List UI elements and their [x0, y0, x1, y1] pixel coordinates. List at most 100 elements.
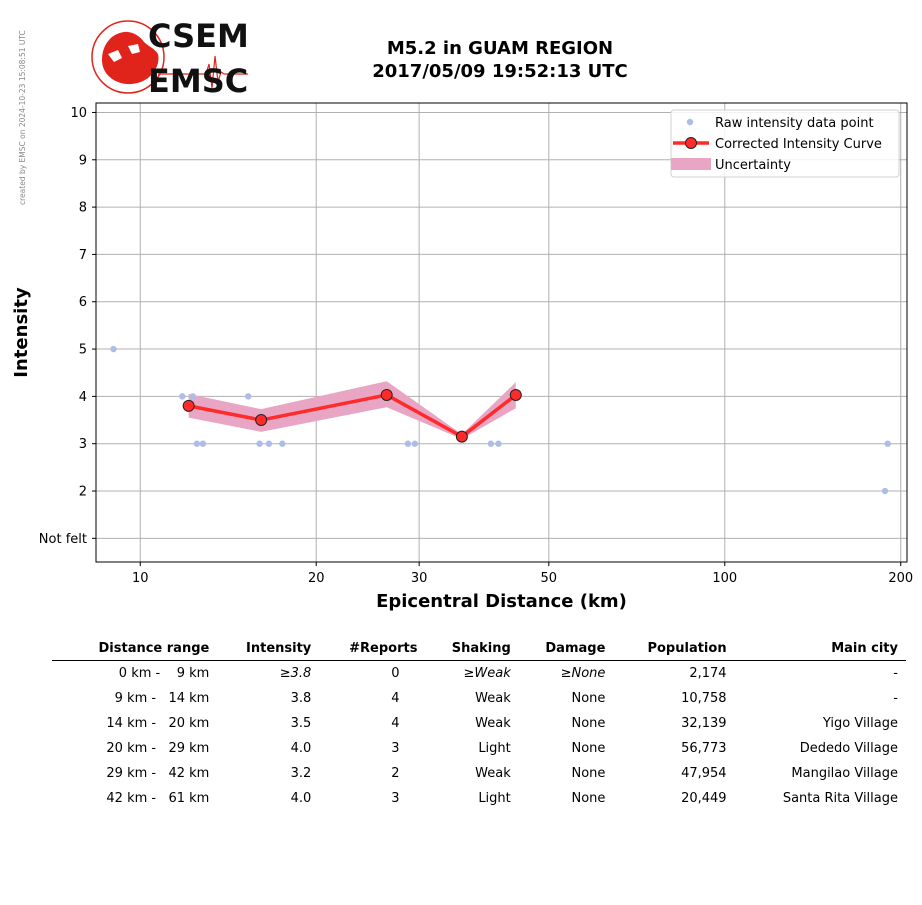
cell-intensity: 3.8	[290, 691, 312, 706]
cell-reports: 4	[391, 716, 400, 731]
cell-population: 20,449	[681, 791, 727, 806]
header-shaking: Shaking	[425, 638, 519, 661]
header-damage: Damage	[518, 638, 614, 661]
cell-city: Santa Rita Village	[782, 791, 898, 806]
intensity-chart: 10 20 30 50 100 200 Not felt 2 3 4 5 6 7 8 9 10 Epicentr…	[11, 102, 913, 612]
x-tick-label: 30	[411, 571, 428, 586]
raw-data-point	[279, 440, 286, 447]
cell-city: Mangilao Village	[791, 766, 898, 781]
x-tick-label: 50	[541, 571, 558, 586]
corrected-intensity-point	[509, 388, 522, 401]
cell-shaking: Light	[478, 741, 511, 756]
cell-damage: None	[571, 691, 606, 706]
cell-distance: 29 km - 42 km	[106, 766, 210, 781]
cell-city: -	[893, 666, 898, 681]
plot-frame	[95, 102, 908, 563]
y-axis-label: Intensity	[11, 287, 32, 378]
legend-curve-marker	[685, 137, 697, 149]
raw-data-point	[189, 393, 197, 400]
logo-text-line1: CSEM	[148, 17, 249, 55]
chart-title-line2: 2017/05/09 19:52:13 UTC	[372, 61, 628, 82]
legend-uncertainty-swatch	[671, 158, 711, 170]
y-tick-label: 5	[79, 343, 87, 358]
cell-city: Dededo Village	[799, 741, 898, 756]
table-row: 20 km - 29 km 4.0 3 Light None 56,773 De…	[52, 736, 906, 761]
cell-population: 32,139	[681, 716, 727, 731]
table-header-row: Distance range Intensity #Reports Shakin…	[52, 638, 906, 661]
raw-data-point	[245, 393, 252, 400]
table-row: 42 km - 61 km 4.0 3 Light None 20,449 Sa…	[52, 786, 906, 811]
raw-data-point	[884, 440, 891, 447]
raw-data-point	[265, 440, 273, 447]
cell-distance: 42 km - 61 km	[106, 791, 210, 806]
cell-damage: ≥None	[560, 666, 606, 681]
raw-data-point	[193, 440, 201, 447]
cell-damage: None	[571, 741, 606, 756]
cell-shaking: Weak	[475, 716, 511, 731]
legend-raw-marker	[686, 118, 694, 126]
x-tick-label: 200	[888, 571, 913, 586]
cell-shaking: Light	[478, 791, 511, 806]
legend-raw-label: Raw intensity data point	[715, 116, 874, 131]
intensity-summary-table: Distance range Intensity #Reports Shakin…	[52, 638, 906, 811]
globe-icon	[91, 20, 165, 94]
y-tick-label: 10	[70, 106, 87, 121]
raw-data-point	[881, 487, 889, 495]
cell-distance: 9 km - 14 km	[114, 691, 210, 706]
y-tick-label: 6	[79, 295, 87, 310]
raw-data-point	[411, 440, 419, 447]
header-population: Population	[613, 638, 735, 661]
cell-reports: 3	[391, 741, 400, 756]
y-tick-label: Not felt	[39, 532, 87, 547]
raw-data-point	[199, 440, 207, 447]
y-tick-label: 2	[79, 485, 87, 500]
chart-title-line1: M5.2 in GUAM REGION	[386, 38, 614, 59]
header-distance-range: Distance range	[52, 638, 218, 661]
seismogram-icon	[158, 55, 248, 89]
corrected-intensity-point	[455, 430, 468, 443]
table-row: 29 km - 42 km 3.2 2 Weak None 47,954 Man…	[52, 761, 906, 786]
cell-shaking: ≥Weak	[463, 666, 511, 681]
cell-population: 47,954	[681, 766, 727, 781]
header-main-city: Main city	[734, 638, 906, 661]
legend-curve-label: Corrected Intensity Curve	[715, 137, 882, 152]
legend-uncertainty-label: Uncertainty	[715, 158, 791, 173]
cell-damage: None	[571, 766, 606, 781]
cell-intensity: 3.2	[290, 766, 312, 781]
header-reports: #Reports	[319, 638, 426, 661]
cell-intensity: 3.5	[290, 716, 312, 731]
raw-data-point	[495, 440, 502, 447]
raw-data-point	[487, 440, 495, 447]
x-tick-label: 20	[308, 571, 325, 586]
cell-reports: 0	[391, 666, 400, 681]
cell-damage: None	[571, 716, 606, 731]
cell-distance: 14 km - 20 km	[106, 716, 210, 731]
europe-map-icon	[102, 31, 159, 85]
cell-distance: 20 km - 29 km	[106, 741, 210, 756]
corrected-intensity-point	[380, 388, 393, 401]
y-tick-label: 9	[79, 153, 87, 168]
cell-reports: 3	[391, 791, 400, 806]
cell-intensity: 4.0	[290, 741, 312, 756]
table-row: 9 km - 14 km 3.8 4 Weak None 10,758 -	[52, 686, 906, 711]
cell-population: 56,773	[681, 741, 727, 756]
emsc-logo: CSEM EMSC	[91, 17, 249, 98]
raw-data-point	[110, 345, 117, 353]
raw-data-point	[256, 440, 263, 447]
logo-text-line2: EMSC	[148, 62, 248, 98]
uncertainty-band	[188, 381, 516, 439]
y-tick-label: 7	[79, 248, 87, 263]
table-row: 0 km - 9 km ≥3.8 0 ≥Weak ≥None 2,174 -	[52, 661, 906, 687]
cell-population: 2,174	[689, 666, 727, 681]
cell-reports: 2	[391, 766, 400, 781]
cell-intensity: ≥3.8	[279, 666, 312, 681]
cell-reports: 4	[391, 691, 400, 706]
x-tick-label: 10	[132, 571, 149, 586]
cell-population: 10,758	[681, 691, 727, 706]
cell-distance: 0 km - 9 km	[118, 666, 210, 681]
cell-shaking: Weak	[475, 766, 511, 781]
cell-city: Yigo Village	[822, 716, 898, 731]
x-axis-label: Epicentral Distance (km)	[376, 591, 627, 612]
raw-data-point	[404, 440, 412, 447]
cell-shaking: Weak	[475, 691, 511, 706]
